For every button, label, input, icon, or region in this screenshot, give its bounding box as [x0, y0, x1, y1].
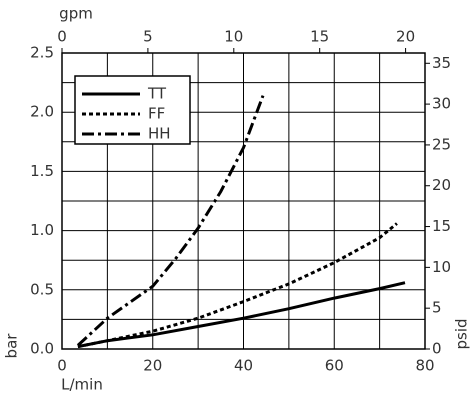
legend-label: HH [148, 125, 171, 143]
x2-tick-label: 0 [57, 28, 67, 46]
plot-frame [61, 52, 426, 350]
y-tick-label: 1.5 [30, 162, 54, 180]
data-line [76, 95, 265, 347]
y2-tick-label: 25 [432, 135, 451, 153]
legend-label: TT [147, 85, 167, 103]
x-tick-label: 80 [415, 357, 434, 375]
y-tick-label: 1.0 [30, 221, 54, 239]
y2-tick-label: 0 [432, 340, 442, 358]
x2-tick-label: 15 [310, 28, 329, 46]
y2-tick-label: 20 [432, 176, 451, 194]
y-axis-label: bar [3, 333, 21, 359]
legend-label: FF [148, 105, 165, 123]
y2-tick-label: 30 [432, 95, 451, 113]
y-tick-label: 2.5 [30, 44, 54, 62]
y-tick-label: 2.0 [30, 103, 54, 121]
x-tick-label: 0 [57, 357, 67, 375]
x2-tick-label: 10 [224, 28, 243, 46]
y2-tick-label: 15 [432, 217, 451, 235]
y-tick-label: 0.5 [30, 280, 54, 298]
y2-tick-label: 10 [432, 258, 451, 276]
x2-axis-label: gpm [59, 5, 93, 23]
y2-axis-label: psid [453, 318, 471, 349]
x-tick-label: 20 [143, 357, 162, 375]
y-tick-label: 0.0 [30, 340, 54, 358]
data-line [77, 222, 398, 349]
x-tick-label: 40 [234, 357, 253, 375]
x2-tick-label: 20 [396, 28, 415, 46]
x-tick-label: 60 [325, 357, 344, 375]
x-axis-label: L/min [61, 376, 103, 394]
x2-tick-label: 5 [143, 28, 153, 46]
y2-tick-label: 35 [432, 54, 451, 72]
y2-tick-label: 5 [432, 299, 442, 317]
